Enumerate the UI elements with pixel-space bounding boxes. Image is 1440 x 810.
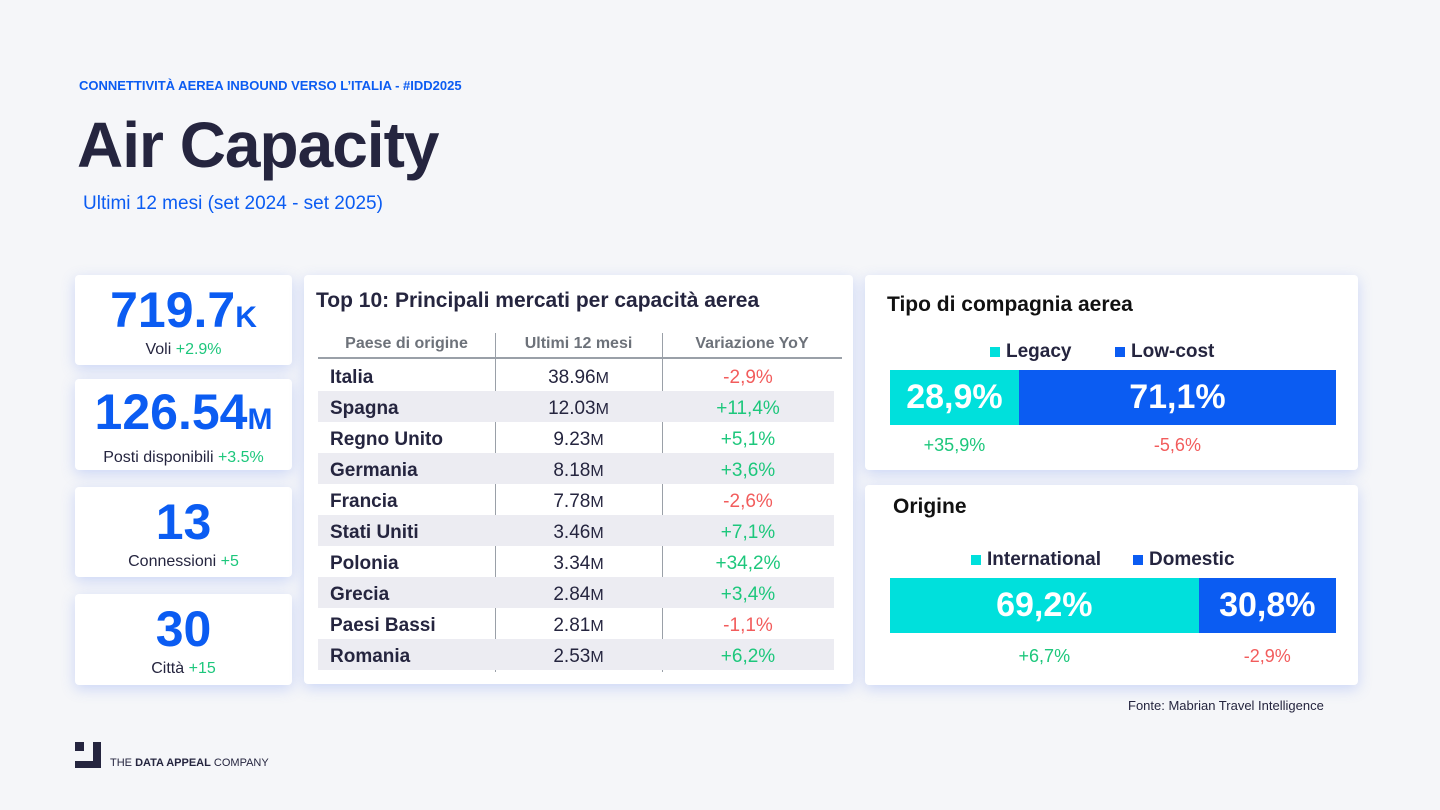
bar-segment-legacy: 28,9% xyxy=(890,370,1019,425)
value-cell: 9.23M xyxy=(553,429,604,450)
page-title: Air Capacity xyxy=(77,109,439,181)
country-cell: Germania xyxy=(330,460,418,481)
yoy-cell: +6,2% xyxy=(720,646,776,667)
origin-card: Origine International Domestic 69,2% +6,… xyxy=(865,485,1358,685)
value-cell: 2.84M xyxy=(553,584,604,605)
table-row: Regno Unito 9.23M +5,1% xyxy=(318,422,834,453)
yoy-cell: +7,1% xyxy=(720,522,776,543)
kpi-value: 126.54M xyxy=(94,384,273,440)
kpi-value: 13 xyxy=(155,494,212,550)
kpi-value: 719.7K xyxy=(110,282,257,338)
value-cell: 3.46M xyxy=(553,522,604,543)
country-cell: Grecia xyxy=(330,584,390,605)
table-row: Romania 2.53M +6,2% xyxy=(318,639,834,670)
segment-change: -2,9% xyxy=(1243,646,1291,666)
yoy-cell: -1,1% xyxy=(723,615,773,636)
value-cell: 2.53M xyxy=(553,646,604,667)
table-row: Stati Uniti 3.46M +7,1% xyxy=(318,515,834,546)
table-row: Spagna 12.03M +11,4% xyxy=(318,391,834,422)
page-subtitle: Ultimi 12 mesi (set 2024 - set 2025) xyxy=(83,193,383,214)
col-header-country: Paese di origine xyxy=(345,335,468,352)
country-cell: Spagna xyxy=(330,398,399,419)
legend-international: International xyxy=(971,549,1101,571)
value-cell: 3.34M xyxy=(553,553,604,574)
legend-swatch xyxy=(1115,347,1125,357)
yoy-cell: +3,6% xyxy=(720,460,776,481)
table-row: Italia 38.96M -2,9% xyxy=(318,360,834,391)
col-header-value: Ultimi 12 mesi xyxy=(524,335,633,352)
company-name: THE DATA APPEAL COMPANY xyxy=(110,757,269,769)
airline-type-card: Tipo di compagnia aerea Legacy Low-cost … xyxy=(865,275,1358,470)
value-cell: 8.18M xyxy=(553,460,604,481)
yoy-cell: +34,2% xyxy=(715,553,781,574)
yoy-cell: -2,9% xyxy=(723,367,773,388)
country-cell: Romania xyxy=(330,646,411,667)
country-cell: Regno Unito xyxy=(330,429,443,450)
country-cell: Italia xyxy=(330,367,374,388)
column-divider xyxy=(495,333,496,672)
origin-title: Origine xyxy=(893,495,967,518)
country-cell: Francia xyxy=(330,491,398,512)
yoy-cell: +11,4% xyxy=(716,398,780,419)
kpi-card: 13 Connessioni +5 xyxy=(75,487,292,577)
country-cell: Polonia xyxy=(330,553,399,574)
value-cell: 12.03M xyxy=(548,398,609,419)
segment-change: +6,7% xyxy=(1018,646,1071,666)
yoy-cell: +3,4% xyxy=(720,584,776,605)
country-cell: Paesi Bassi xyxy=(330,615,436,636)
kpi-change: +15 xyxy=(188,660,216,677)
kpi-card: 126.54M Posti disponibili +3.5% xyxy=(75,379,292,470)
table-header: Paese di origine Ultimi 12 mesi Variazio… xyxy=(318,333,842,359)
table-row: Paesi Bassi 2.81M -1,1% xyxy=(318,608,834,639)
kpi-change: +3.5% xyxy=(217,449,264,466)
kpi-card: 719.7K Voli +2.9% xyxy=(75,275,292,365)
value-cell: 2.81M xyxy=(553,615,604,636)
table-row: Francia 7.78M -2,6% xyxy=(318,484,834,515)
column-divider xyxy=(662,333,663,672)
kicker: CONNETTIVITÀ AEREA INBOUND VERSO L’ITALI… xyxy=(79,78,462,93)
col-header-yoy: Variazione YoY xyxy=(695,335,809,352)
legend-legacy: Legacy xyxy=(990,341,1071,363)
kpi-label: Posti disponibili +3.5% xyxy=(103,449,264,466)
legend-swatch xyxy=(1133,555,1143,565)
kpi-change: +2.9% xyxy=(175,341,222,358)
kpi-label: Connessioni +5 xyxy=(128,553,239,570)
country-cell: Stati Uniti xyxy=(330,522,419,543)
table-row: Germania 8.18M +3,6% xyxy=(318,453,834,484)
value-cell: 38.96M xyxy=(548,367,609,388)
segment-change: -5,6% xyxy=(1153,435,1201,455)
kpi-card: 30 Città +15 xyxy=(75,594,292,685)
legend-domestic: Domestic xyxy=(1133,549,1235,571)
bar-segment-low-cost: 71,1% xyxy=(1018,370,1336,425)
source-note: Fonte: Mabrian Travel Intelligence xyxy=(1128,698,1324,713)
table-row: Polonia 3.34M +34,2% xyxy=(318,546,834,577)
kpi-value: 30 xyxy=(155,601,212,657)
bar-segment-international: 69,2% xyxy=(890,578,1199,633)
table-title: Top 10: Principali mercati per capacità … xyxy=(316,289,760,312)
legend-swatch xyxy=(971,555,981,565)
value-cell: 7.78M xyxy=(553,491,604,512)
kpi-change: +5 xyxy=(220,553,239,570)
table-row: Grecia 2.84M +3,4% xyxy=(318,577,834,608)
kpi-label: Città +15 xyxy=(151,660,216,677)
legend-swatch xyxy=(990,347,1000,357)
segment-change: +35,9% xyxy=(923,435,986,455)
yoy-cell: +5,1% xyxy=(720,429,776,450)
bar-segment-domestic: 30,8% xyxy=(1198,578,1336,633)
legend-lowcost: Low-cost xyxy=(1115,341,1214,363)
yoy-cell: -2,6% xyxy=(723,491,773,512)
kpi-label: Voli +2.9% xyxy=(145,341,222,358)
airline-type-title: Tipo di compagnia aerea xyxy=(887,293,1133,316)
